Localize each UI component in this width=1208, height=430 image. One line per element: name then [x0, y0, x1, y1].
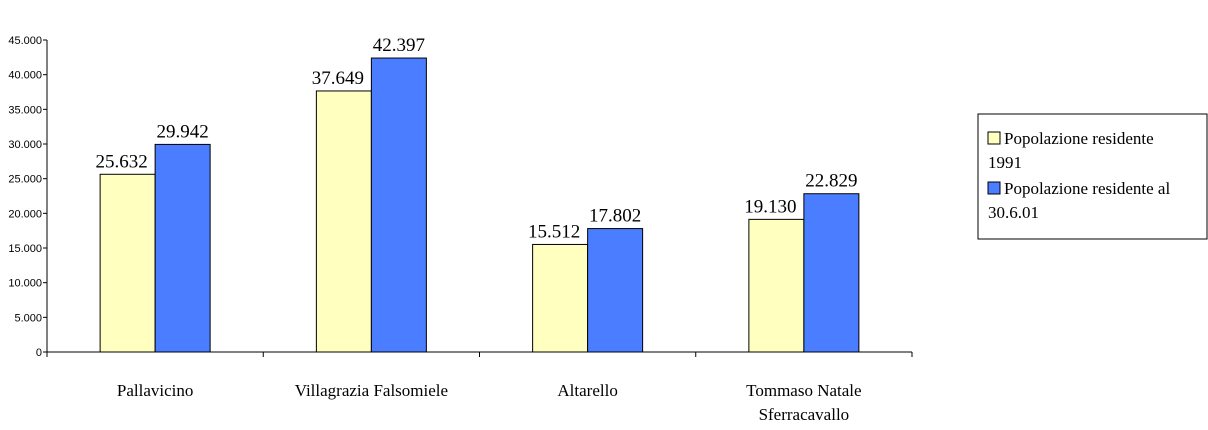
y-tick-label: 30.000 — [8, 139, 42, 151]
legend-entry-label: 1991 — [988, 153, 1022, 172]
data-label: 15.512 — [528, 221, 580, 242]
bar — [370, 57, 427, 353]
x-category-label: Villagrazia Falsomiele — [295, 381, 448, 400]
y-tick-label: 35.000 — [8, 104, 42, 116]
y-tick-label: 40.000 — [8, 70, 42, 82]
legend: Popolazione residente 1991 Popolazione res… — [977, 113, 1208, 240]
data-label: 22.829 — [805, 171, 857, 192]
y-tick-label: 20.000 — [8, 208, 42, 220]
plot-area: 0 5.000 10.000 15.000 20.000 25.000 30.000 35.0… — [8, 35, 913, 424]
data-label: 37.649 — [312, 68, 364, 89]
legend-entry-label: Popolazione residente al — [1004, 179, 1170, 198]
data-label: 29.942 — [157, 121, 209, 142]
y-tick-label: 0 — [36, 347, 42, 359]
bar — [315, 90, 372, 353]
data-label: 25.632 — [96, 151, 148, 172]
bar — [748, 218, 805, 353]
legend-swatch — [987, 131, 1001, 145]
legend-entry-label: 30.6.01 — [988, 203, 1039, 222]
data-label: 19.130 — [744, 196, 796, 217]
y-tick-label: 10.000 — [8, 278, 42, 290]
x-category-label: Altarello — [557, 381, 617, 400]
x-category-label: Sferracavallo — [759, 405, 850, 424]
bar — [154, 143, 211, 353]
legend-entry-label: Popolazione residente — [1004, 129, 1154, 148]
bar — [587, 228, 644, 353]
bar — [532, 243, 589, 353]
legend-swatch — [987, 181, 1001, 195]
y-tick-label: 25.000 — [8, 174, 42, 186]
data-label: 42.397 — [373, 35, 425, 56]
legend-box — [977, 113, 1208, 240]
y-tick-label: 15.000 — [8, 243, 42, 255]
data-label: 17.802 — [589, 206, 641, 227]
y-tick-label: 45.000 — [8, 35, 42, 47]
x-category-label: Pallavicino — [117, 381, 193, 400]
y-tick-label: 5.000 — [14, 312, 42, 324]
bar — [99, 173, 156, 353]
bar — [803, 193, 860, 353]
x-category-label: Tommaso Natale — [746, 381, 861, 400]
